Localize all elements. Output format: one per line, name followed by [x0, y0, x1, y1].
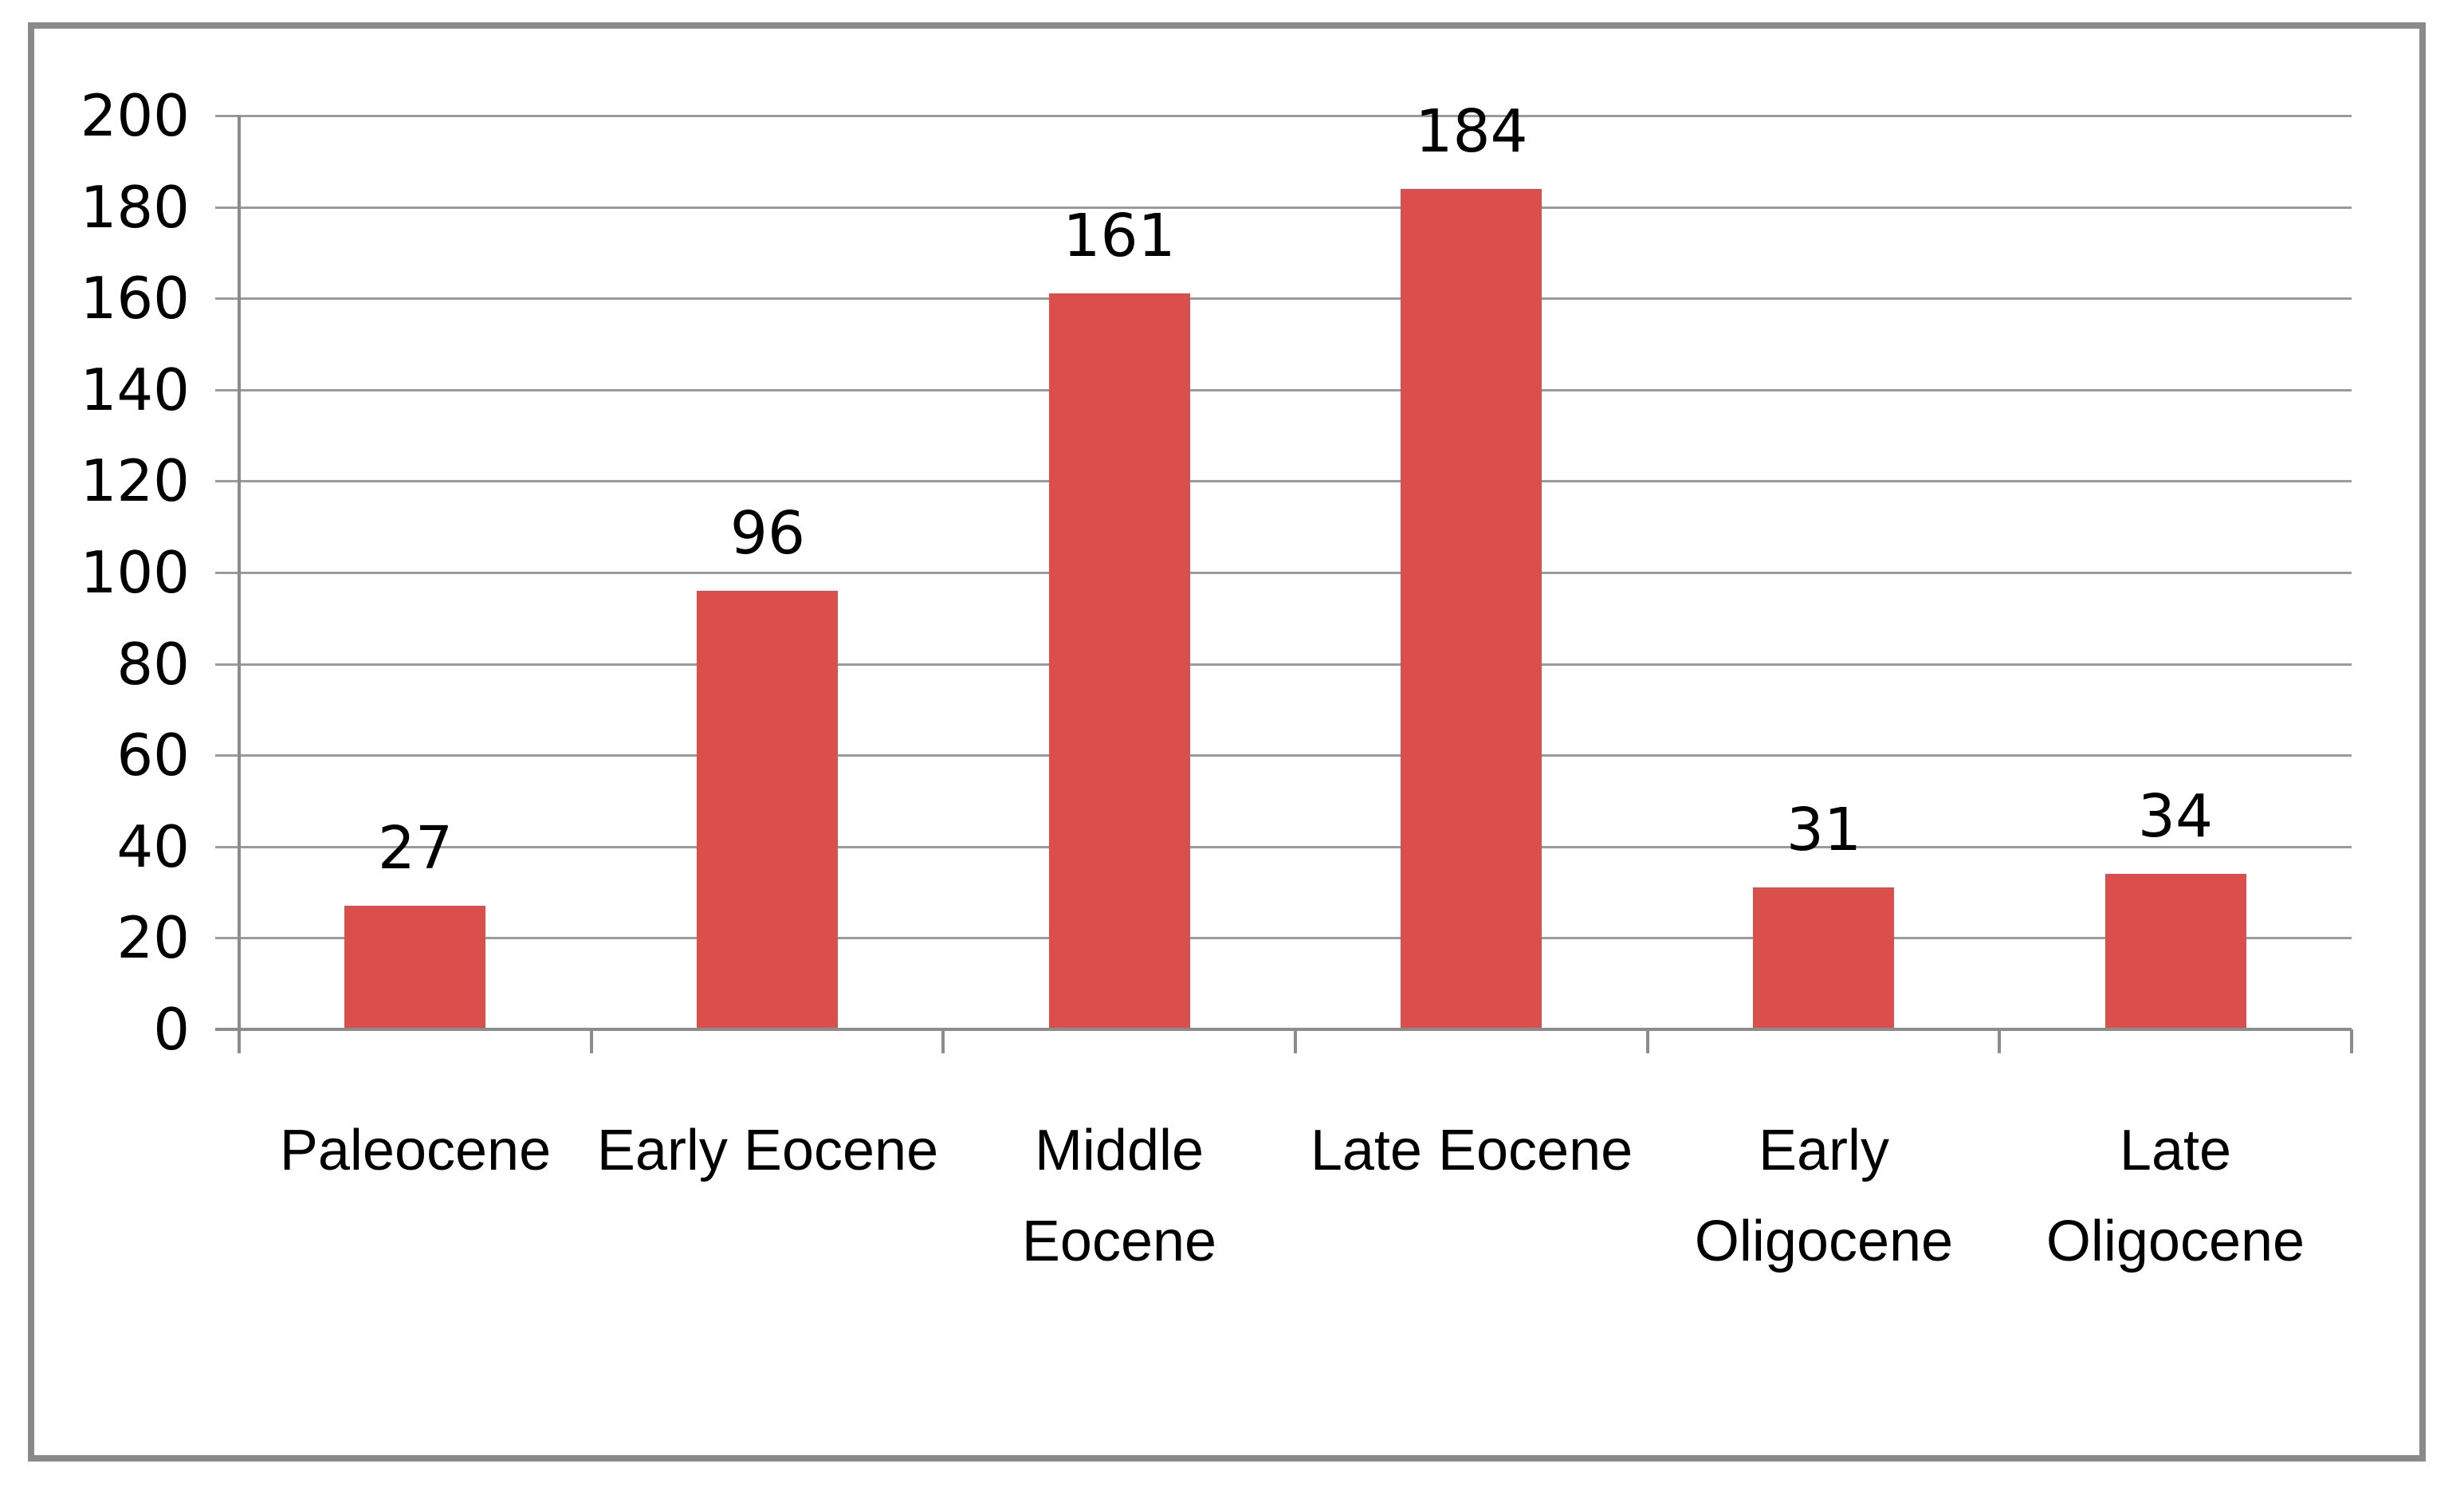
bar-paleocene — [344, 906, 485, 1029]
y-axis-tick-label: 180 — [80, 174, 190, 241]
x-axis-tick — [941, 1029, 945, 1053]
gridline — [215, 663, 2352, 666]
bar-value-label: 184 — [1415, 97, 1528, 166]
bar-late-oligocene — [2105, 874, 2246, 1029]
x-axis-category-label: Late Oligocene — [2045, 1119, 2305, 1273]
x-axis-tick — [2350, 1029, 2353, 1053]
bar-value-label: 34 — [2137, 782, 2214, 851]
x-axis-category-label: Late Eocene — [1310, 1119, 1633, 1182]
y-axis-tick-label: 100 — [80, 539, 190, 606]
x-axis-tick — [1998, 1029, 2001, 1053]
bar-middle-eocene — [1049, 293, 1190, 1029]
x-axis-tick — [1646, 1029, 1649, 1053]
x-axis-category-label: Early Eocene — [596, 1119, 939, 1182]
x-axis-tick — [238, 1029, 241, 1053]
y-axis-tick-label: 140 — [80, 356, 190, 423]
gridline — [215, 754, 2352, 757]
gridline — [215, 389, 2352, 391]
gridline — [215, 115, 2352, 117]
bar-late-eocene — [1401, 189, 1542, 1029]
y-axis-tick-label: 20 — [116, 904, 190, 971]
gridline — [215, 480, 2352, 482]
bar-value-label: 27 — [377, 814, 454, 883]
y-axis-tick-label: 80 — [116, 631, 190, 698]
bar-early-eocene — [697, 591, 838, 1029]
x-axis-category-label: Middle Eocene — [1021, 1119, 1217, 1273]
y-axis-tick-label: 40 — [116, 813, 190, 880]
gridline — [215, 572, 2352, 574]
x-axis-tick — [590, 1029, 593, 1053]
chart-frame — [28, 22, 2426, 1462]
y-axis-tick-label: 60 — [116, 722, 190, 789]
y-axis-tick-label: 200 — [80, 82, 190, 149]
x-axis-line — [215, 1028, 2352, 1031]
gridline — [215, 207, 2352, 209]
y-axis-tick-label: 120 — [80, 447, 190, 514]
x-axis-category-label: Early Oligocene — [1694, 1119, 1954, 1273]
y-axis-tick-label: 160 — [80, 265, 190, 332]
gridline — [215, 937, 2352, 939]
y-axis-line — [238, 115, 241, 1053]
bar-early-oligocene — [1753, 887, 1894, 1029]
bar-value-label: 96 — [729, 499, 806, 568]
y-axis-tick-label: 0 — [153, 996, 190, 1063]
gridline — [215, 297, 2352, 300]
gridline — [215, 846, 2352, 848]
bar-value-label: 161 — [1063, 202, 1176, 270]
bar-value-label: 31 — [1786, 796, 1862, 864]
x-axis-category-label: Paleocene — [279, 1119, 552, 1182]
x-axis-tick — [1294, 1029, 1297, 1053]
